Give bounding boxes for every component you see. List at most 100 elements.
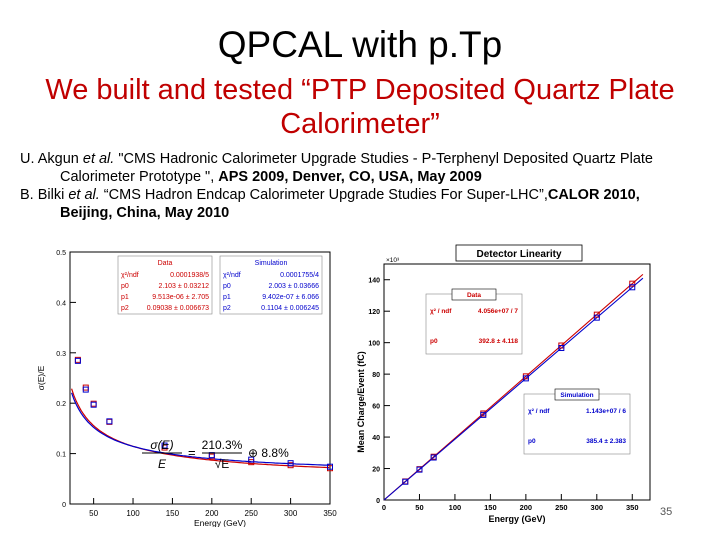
y-axis-label: σ(E)/E bbox=[36, 365, 46, 390]
stats-key: p0 bbox=[528, 438, 536, 445]
stats-key: p2 bbox=[223, 305, 231, 312]
slide-title: QPCAL with p.Tp bbox=[217, 24, 503, 65]
stats-key: p0 bbox=[121, 283, 129, 290]
stats-key: p2 bbox=[121, 305, 129, 312]
stats-value: 9.513e-06 ± 2.705 bbox=[152, 294, 209, 301]
y-tick-label: 100 bbox=[368, 341, 380, 348]
stats-key: p0 bbox=[223, 283, 231, 290]
data-point bbox=[430, 454, 437, 461]
data-point bbox=[629, 284, 636, 291]
x-tick-label: 300 bbox=[284, 509, 298, 518]
ref-venue: APS 2009, Denver, CO, USA, May 2009 bbox=[218, 169, 482, 185]
stats-key: p1 bbox=[223, 294, 231, 301]
x-tick-label: 250 bbox=[245, 509, 259, 518]
x-tick-label: 50 bbox=[415, 503, 423, 512]
data-point bbox=[416, 466, 423, 473]
stats-key: χ² / ndf bbox=[430, 308, 452, 315]
stats-value: 2.003 ± 0.03666 bbox=[268, 283, 319, 290]
stats-box bbox=[425, 293, 523, 355]
formula-constant: ⊕ 8.8% bbox=[248, 446, 289, 460]
reference-1: U. Akgun et al. "CMS Hadronic Calorimete… bbox=[20, 150, 680, 186]
data-point bbox=[248, 456, 255, 463]
y-tick-label: 60 bbox=[372, 404, 380, 411]
formula-equals: = bbox=[188, 445, 196, 460]
y-tick-label: 0 bbox=[62, 502, 66, 509]
x-tick-label: 150 bbox=[484, 503, 497, 512]
x-tick-label: 200 bbox=[520, 503, 533, 512]
stats-value: 0.1104 ± 0.006245 bbox=[261, 305, 319, 312]
slide-subtitle: We built and tested “PTP Deposited Quart… bbox=[45, 74, 675, 140]
x-tick-label: 200 bbox=[205, 509, 219, 518]
stats-value: 2.103 ± 0.03212 bbox=[158, 283, 209, 290]
formula-numerator: σ(E) bbox=[150, 438, 173, 452]
data-point bbox=[402, 478, 409, 485]
y-tick-label: 140 bbox=[368, 278, 380, 285]
stats-key: χ² / ndf bbox=[528, 408, 550, 415]
data-point bbox=[161, 442, 168, 449]
fit-curve bbox=[71, 392, 330, 466]
y-tick-label: 120 bbox=[368, 309, 380, 316]
data-point bbox=[327, 463, 333, 470]
x-tick-label: 150 bbox=[166, 509, 180, 518]
y-tick-label: 0.3 bbox=[56, 351, 66, 358]
x-tick-label: 300 bbox=[591, 503, 604, 512]
stats-key: p0 bbox=[430, 338, 438, 345]
stats-box bbox=[523, 393, 631, 455]
data-point bbox=[82, 386, 89, 393]
references: U. Akgun et al. "CMS Hadronic Calorimete… bbox=[20, 150, 680, 222]
fit-curve bbox=[71, 388, 330, 469]
x-tick-label: 350 bbox=[626, 503, 639, 512]
y-tick-label: 0 bbox=[376, 498, 380, 505]
y-tick-label: 40 bbox=[372, 435, 380, 442]
stats-header: Data bbox=[467, 292, 481, 299]
stats-box bbox=[117, 255, 213, 315]
stats-value: 0.0001755/4 bbox=[280, 272, 319, 279]
resolution-chart: 50 100 150 200 250 300 350 0 0.1 0.2 0.3 0.4 0.5 Ener… bbox=[36, 250, 337, 527]
x-tick-label: 250 bbox=[555, 503, 568, 512]
stats-key: χ²/ndf bbox=[121, 272, 139, 279]
ref-etal: et al. bbox=[82, 151, 115, 167]
stats-header-box bbox=[451, 288, 497, 301]
stats-value: 392.8 ± 4.118 bbox=[479, 338, 519, 345]
stats-value: 9.402e-07 ± 6.066 bbox=[262, 294, 319, 301]
x-tick-label: 100 bbox=[449, 503, 462, 512]
page-number: 35 bbox=[660, 506, 673, 518]
data-point bbox=[593, 314, 600, 321]
data-point bbox=[480, 411, 487, 418]
stats-key: χ²/ndf bbox=[223, 272, 241, 279]
chart-title: Detector Linearity bbox=[476, 249, 561, 260]
y-tick-label: 0.4 bbox=[56, 300, 66, 307]
reference-2: B. Bilki et al. “CMS Hadron Endcap Calor… bbox=[20, 186, 680, 222]
y-tick-label: 0.1 bbox=[56, 452, 66, 459]
x-tick-label: 100 bbox=[126, 509, 140, 518]
stats-header: Data bbox=[158, 260, 173, 267]
y-tick-label: 0.2 bbox=[56, 401, 66, 408]
stats-value: 0.09038 ± 0.006673 bbox=[147, 305, 209, 312]
x-tick-label: 0 bbox=[382, 503, 386, 512]
y-exponent-label: ×10³ bbox=[386, 257, 400, 264]
stats-value: 385.4 ± 2.383 bbox=[586, 438, 626, 445]
stats-value: 4.056e+07 / 7 bbox=[478, 308, 518, 315]
formula-denominator: E bbox=[158, 457, 167, 471]
stats-header-box bbox=[554, 388, 600, 401]
stats-key: p1 bbox=[121, 294, 129, 301]
data-point bbox=[287, 460, 294, 467]
x-axis-label: Energy (GeV) bbox=[488, 514, 545, 524]
stats-value: 1.143e+07 / 6 bbox=[586, 408, 626, 415]
ref-author: U. Akgun bbox=[20, 151, 83, 167]
y-tick-label: 0.5 bbox=[56, 250, 66, 257]
stats-box bbox=[219, 255, 323, 315]
formula-sqrt: √E bbox=[215, 457, 230, 471]
ref-author: B. Bilki bbox=[20, 187, 69, 203]
ref-etal: et al. bbox=[68, 187, 100, 203]
formula-coefficient: 210.3% bbox=[202, 438, 243, 452]
stats-value: 0.0001938/5 bbox=[170, 272, 209, 279]
data-point bbox=[629, 280, 636, 287]
data-point bbox=[90, 401, 97, 408]
stats-header: Simulation bbox=[255, 260, 288, 267]
y-tick-label: 20 bbox=[372, 467, 380, 474]
ref-venue: CALOR 2010, Beijing, China, May 2010 bbox=[60, 187, 640, 221]
stats-header: Simulation bbox=[560, 392, 593, 399]
data-point bbox=[522, 375, 529, 382]
x-tick-label: 50 bbox=[89, 509, 98, 518]
